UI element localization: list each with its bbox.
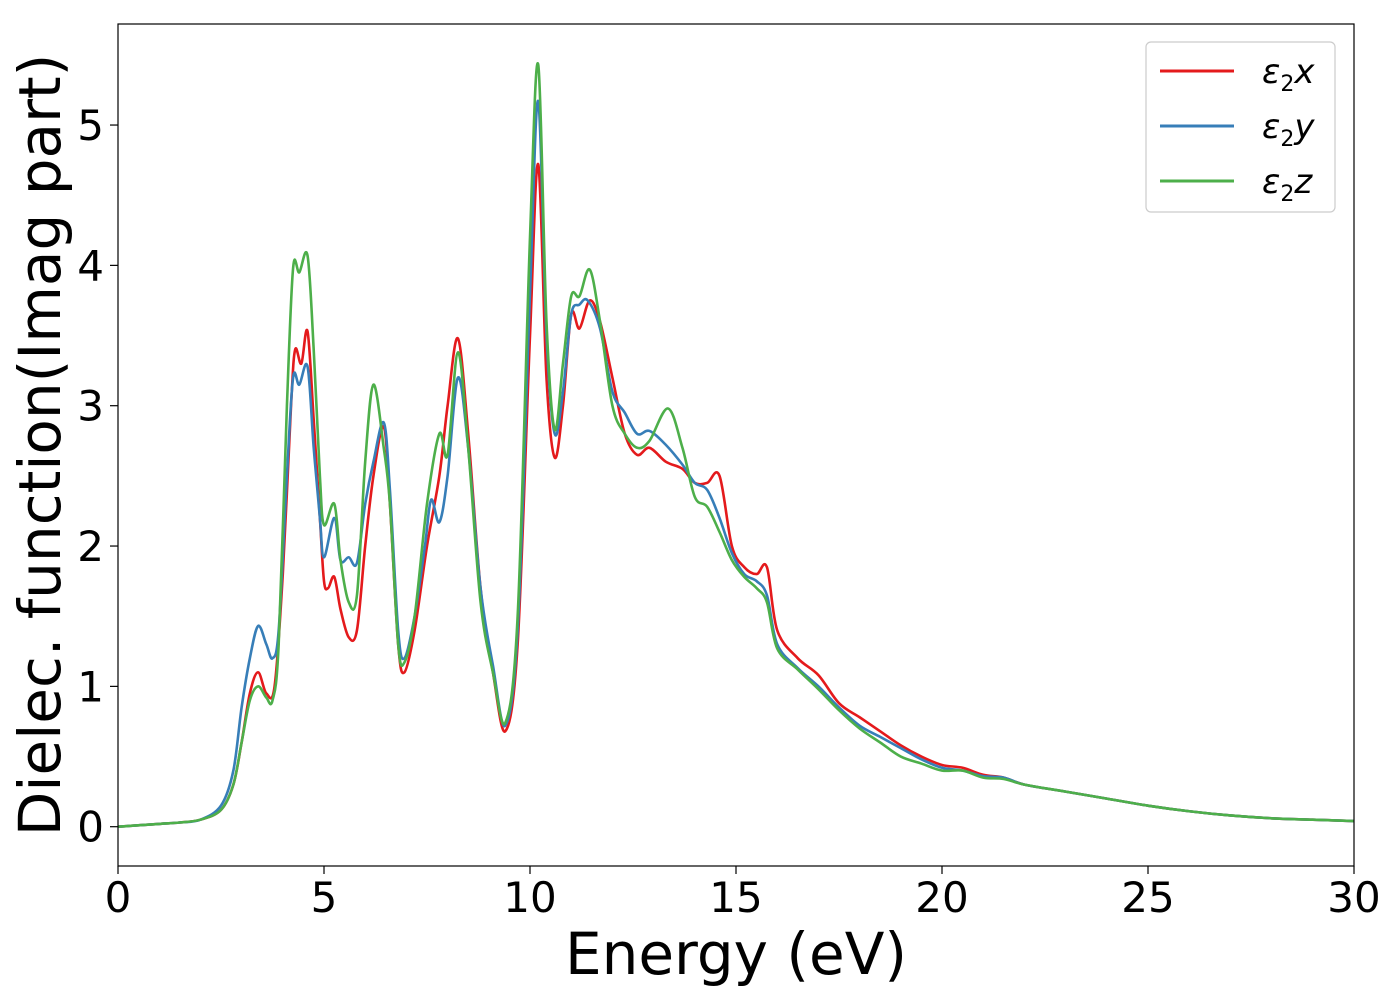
y-axis-label: Dielec. function(Imag part): [6, 54, 74, 837]
y-tick-label: 0: [77, 803, 104, 852]
x-tick-label: 0: [105, 873, 132, 922]
legend-label-1: ε2x: [1262, 52, 1315, 97]
series-line-3: [117, 62, 1355, 829]
y-tick-label: 3: [77, 382, 104, 431]
series-layer: [117, 62, 1355, 829]
y-tick-label: 5: [77, 101, 104, 150]
x-tick-label: 15: [709, 873, 762, 922]
legend-box: [1145, 41, 1336, 213]
y-axis-ticks: 0 1 2 3 4 5: [77, 101, 118, 852]
legend-label-3: ε2z: [1262, 162, 1313, 207]
y-tick-label: 2: [77, 522, 104, 571]
x-tick-label: 10: [503, 873, 556, 922]
y-tick-label: 1: [77, 662, 104, 711]
x-axis-ticks: 0 5 10 15 20 25 30: [105, 866, 1381, 922]
y-tick-label: 4: [77, 241, 104, 290]
x-tick-label: 20: [915, 873, 968, 922]
x-tick-label: 30: [1327, 873, 1380, 922]
series-line-2: [117, 99, 1355, 829]
x-tick-label: 25: [1121, 873, 1174, 922]
legend: ε2x ε2y ε2z: [1145, 41, 1336, 213]
x-axis-label: Energy (eV): [565, 920, 907, 988]
x-tick-label: 5: [311, 873, 338, 922]
legend-label-2: ε2y: [1262, 107, 1315, 152]
